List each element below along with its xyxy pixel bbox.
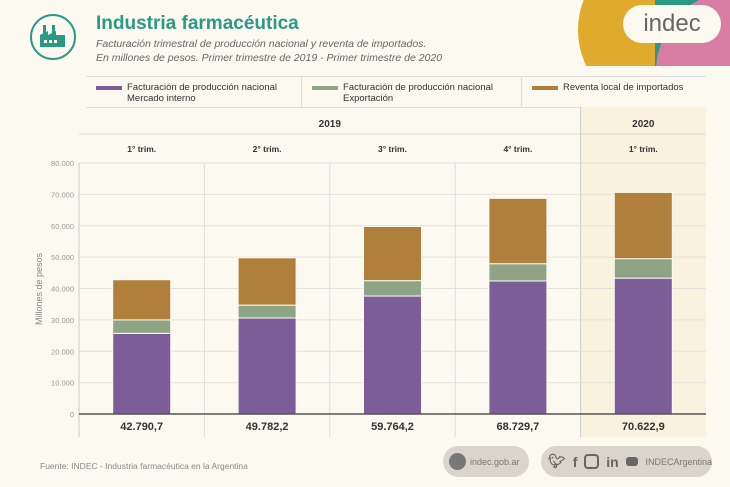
y-tick-label: 60.000: [51, 222, 74, 231]
y-tick-label: 50.000: [51, 253, 74, 262]
bar-segment-mercado-interno: [488, 280, 548, 415]
website-link[interactable]: indec.gob.ar: [443, 446, 529, 477]
social-links: 🐦︎ f in INDECArgentina: [541, 446, 712, 477]
social-handle: INDECArgentina: [645, 456, 712, 467]
legend-label: Facturación de producción nacional: [127, 82, 277, 93]
category-label: 2° trim.: [253, 144, 282, 154]
category-label: 1° trim.: [127, 144, 156, 154]
legend-label: Facturación de producción nacional: [343, 82, 493, 93]
bar-segment-mercado-interno: [237, 317, 297, 415]
total-label: 70.622,9: [622, 421, 665, 433]
legend-item-exportacion: Facturación de producción nacional Export…: [301, 77, 521, 107]
total-label: 42.790,7: [120, 421, 163, 433]
y-tick-label: 30.000: [51, 316, 74, 325]
y-tick-label: 0: [70, 410, 74, 419]
youtube-icon[interactable]: [625, 457, 639, 466]
year-label-2019: 2019: [319, 119, 342, 130]
bar-segment-reventa: [237, 257, 297, 306]
page-subtitle: Facturación trimestral de producción nac…: [96, 37, 442, 65]
category-label: 1° trim.: [629, 144, 658, 154]
y-tick-label: 70.000: [51, 190, 74, 199]
brand-logo: indec: [510, 0, 730, 66]
website-label: indec.gob.ar: [470, 456, 520, 467]
subtitle-line-1: Facturación trimestral de producción nac…: [96, 38, 427, 50]
legend-label: Exportación: [343, 93, 394, 104]
chart-legend: Facturación de producción nacional Mercad…: [86, 76, 706, 108]
indec-logo-text: indec: [623, 5, 721, 43]
y-axis-label: Millones de pesos: [34, 252, 44, 325]
bar-segment-mercado-interno: [363, 295, 422, 415]
y-tick-label: 40.000: [51, 285, 74, 294]
category-label: 4° trim.: [503, 144, 532, 154]
y-tick-label: 20.000: [51, 347, 74, 356]
bar-segment-exportacion: [237, 304, 297, 319]
year-label-2020: 2020: [632, 119, 655, 130]
category-label: 3° trim.: [378, 144, 407, 154]
legend-item-mercado-interno: Facturación de producción nacional Mercad…: [86, 77, 301, 107]
legend-swatch: [96, 86, 122, 90]
bar-segment-exportacion: [488, 263, 548, 282]
legend-swatch: [532, 86, 558, 90]
legend-item-reventa: Reventa local de importados: [521, 77, 706, 107]
bar-segment-reventa: [488, 197, 548, 265]
legend-label: Mercado interno: [127, 93, 196, 104]
y-tick-label: 10.000: [51, 379, 74, 388]
y-tick-label: 80.000: [51, 159, 74, 168]
bar-segment-mercado-interno: [613, 277, 673, 415]
bar-segment-mercado-interno: [112, 332, 172, 415]
bar-segment-exportacion: [613, 258, 673, 279]
source-note: Fuente: INDEC - Industria farmacéutica e…: [40, 461, 248, 471]
bar-segment-exportacion: [112, 319, 172, 334]
subtitle-line-2: En millones de pesos. Primer trimestre d…: [96, 52, 443, 64]
globe-icon: [449, 453, 466, 470]
legend-swatch: [312, 86, 338, 90]
page-title: Industria farmacéutica: [96, 13, 299, 34]
total-label: 59.764,2: [371, 421, 414, 433]
facebook-icon[interactable]: f: [572, 453, 578, 470]
bar-segment-reventa: [613, 191, 673, 260]
factory-icon: [30, 14, 76, 60]
bar-segment-reventa: [112, 279, 172, 321]
instagram-icon[interactable]: [584, 454, 600, 469]
bar-segment-exportacion: [363, 280, 422, 297]
total-label: 49.782,2: [246, 421, 289, 433]
twitter-icon[interactable]: 🐦︎: [548, 453, 566, 469]
bar-segment-reventa: [363, 225, 422, 282]
legend-label: Reventa local de importados: [563, 82, 684, 93]
total-label: 68.729,7: [496, 421, 539, 433]
linkedin-icon[interactable]: in: [606, 453, 619, 470]
